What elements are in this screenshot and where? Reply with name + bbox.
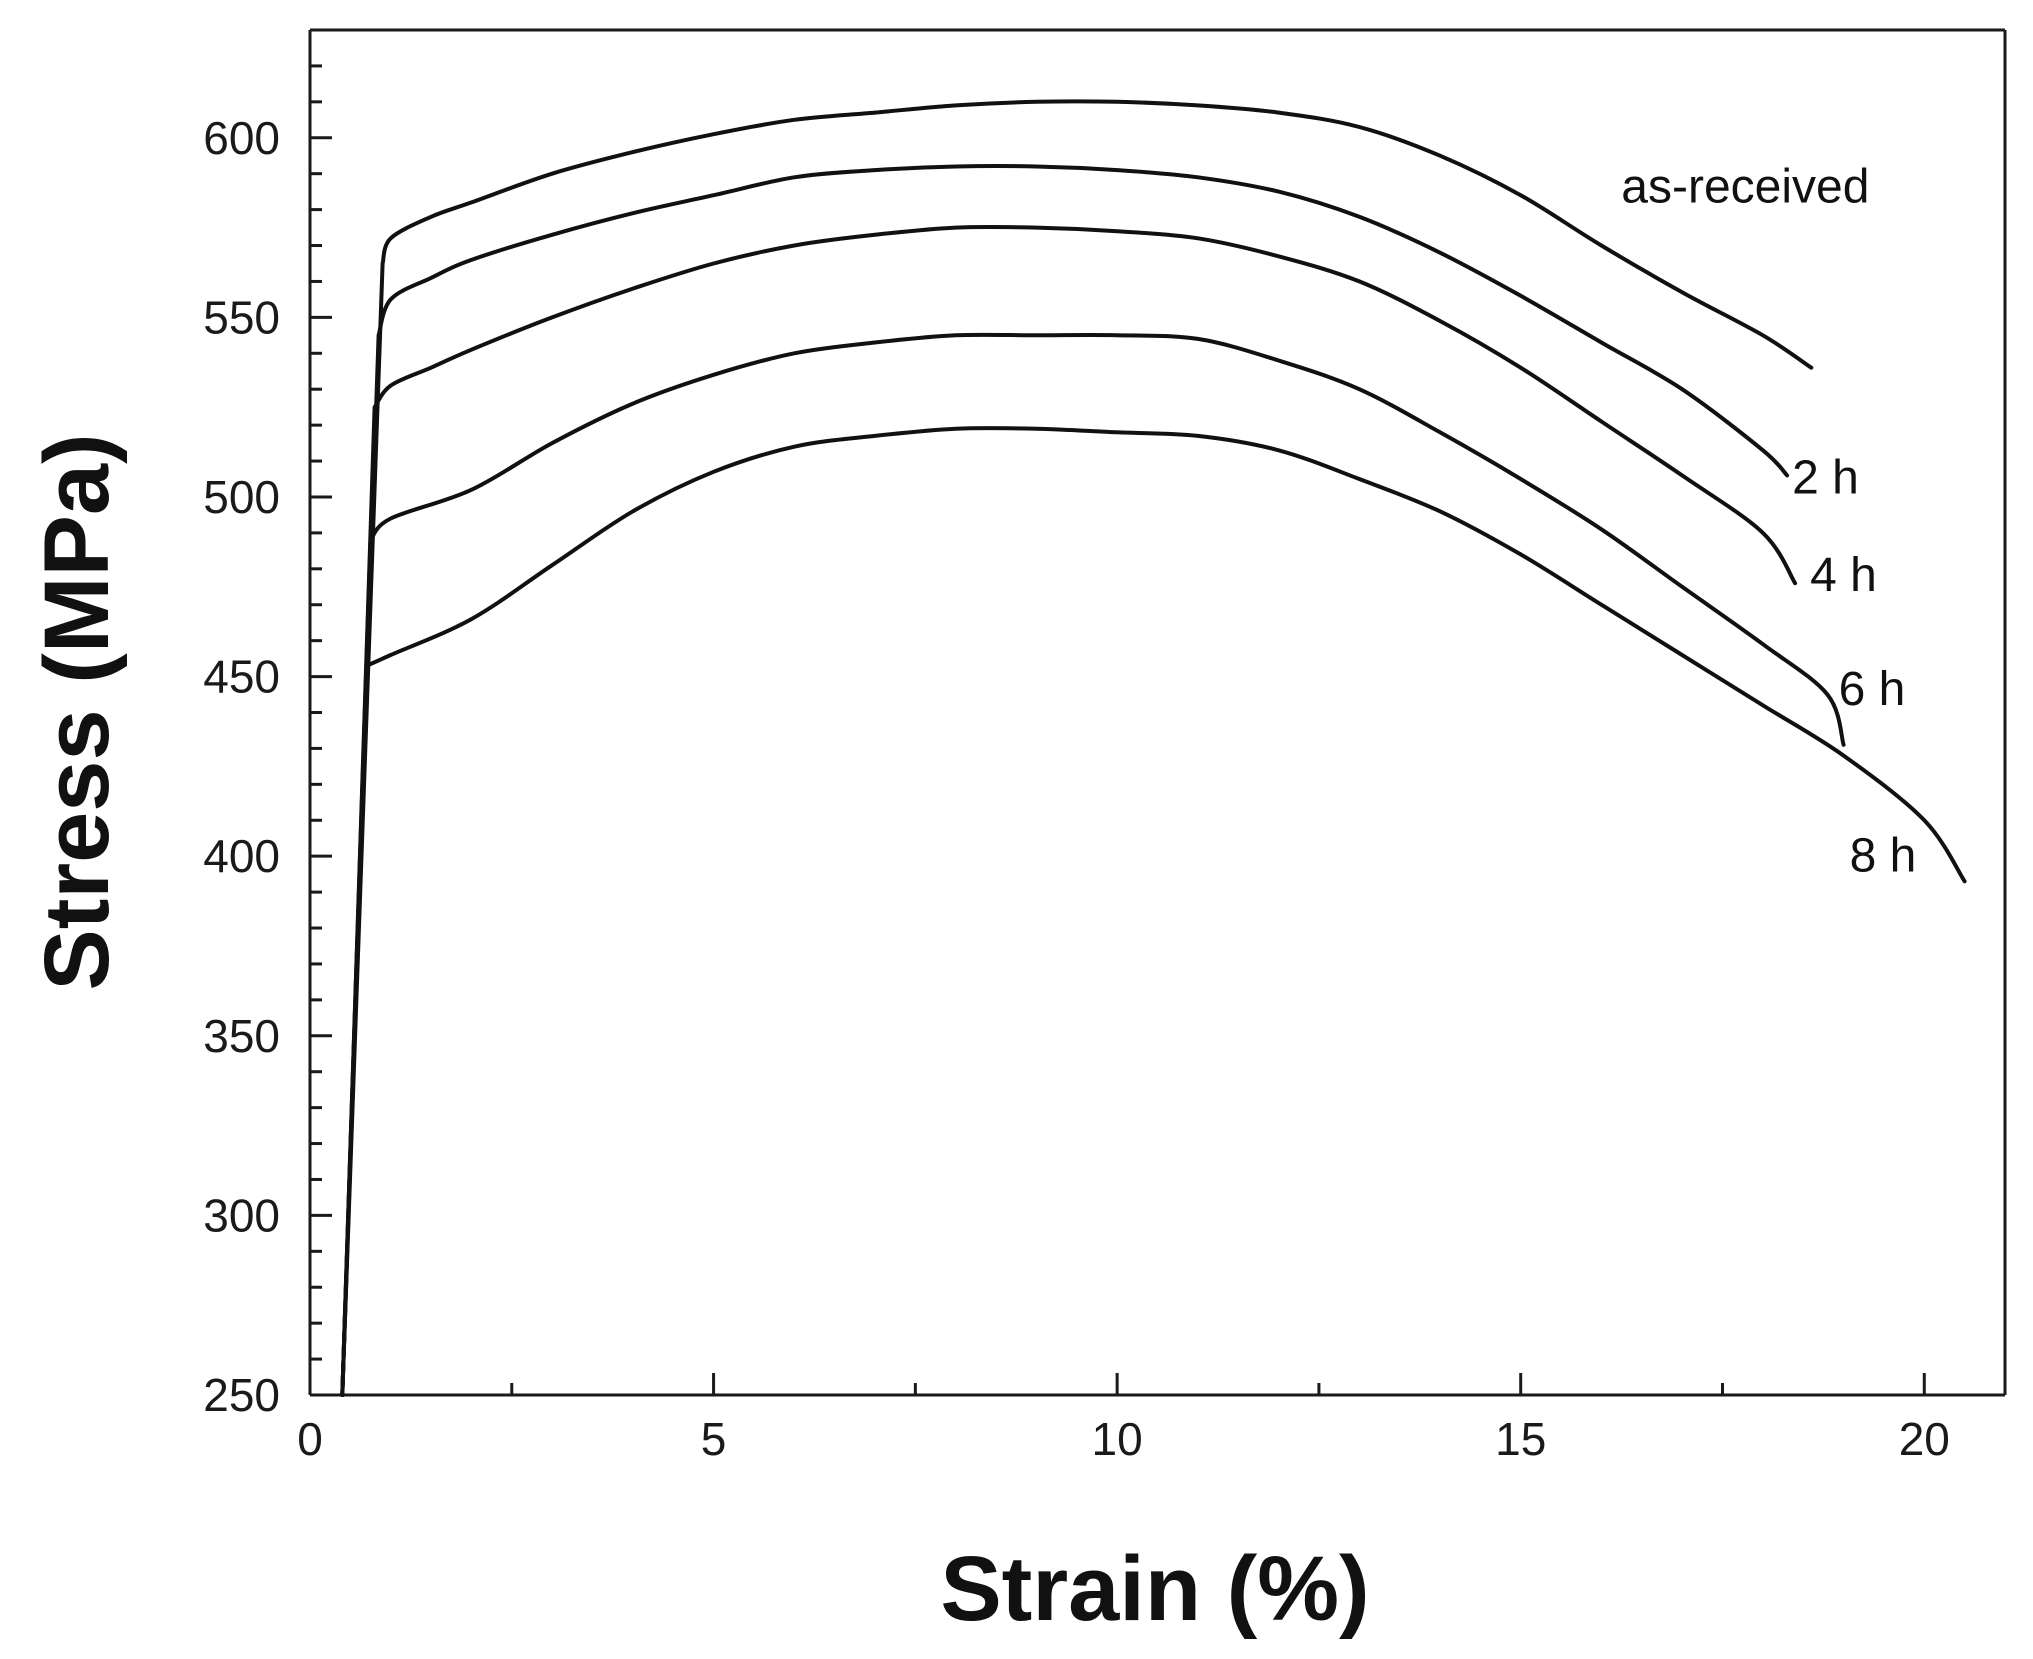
series-label: 2 h <box>1792 451 1859 504</box>
y-tick-label: 500 <box>203 471 280 523</box>
x-tick-label: 10 <box>1092 1413 1143 1465</box>
y-tick-label: 550 <box>203 291 280 343</box>
series-label: 8 h <box>1850 829 1917 882</box>
series-label: as-received <box>1621 161 1869 214</box>
series-curves <box>340 99 1967 1397</box>
series-line <box>340 224 1798 1397</box>
x-tick-label: 0 <box>297 1413 323 1465</box>
axis-ticks <box>308 28 1926 1397</box>
series-labels: as-received 2 h 4 h 6 h 8 h <box>1621 161 1916 883</box>
series-line <box>340 332 1846 1397</box>
series-label: 4 h <box>1810 549 1877 602</box>
y-tick-label: 400 <box>203 830 280 882</box>
x-axis-label: Strain (%) <box>940 1538 1369 1640</box>
y-tick-label: 450 <box>203 651 280 703</box>
series-line <box>340 426 1967 1397</box>
x-tick-label: 5 <box>701 1413 727 1465</box>
series-line <box>340 99 1814 1397</box>
tick-labels: 0 5 10 15 20 250 300 350 400 450 500 550 600 <box>203 112 1950 1465</box>
y-tick-label: 300 <box>203 1189 280 1241</box>
series-label: 6 h <box>1839 663 1906 716</box>
y-tick-label: 250 <box>203 1369 280 1421</box>
y-axis-label: Stress (MPa) <box>26 433 128 990</box>
series-line <box>340 164 1790 1397</box>
y-tick-label: 600 <box>203 112 280 164</box>
x-tick-label: 20 <box>1899 1413 1950 1465</box>
y-tick-label: 350 <box>203 1010 280 1062</box>
x-tick-label: 15 <box>1495 1413 1546 1465</box>
